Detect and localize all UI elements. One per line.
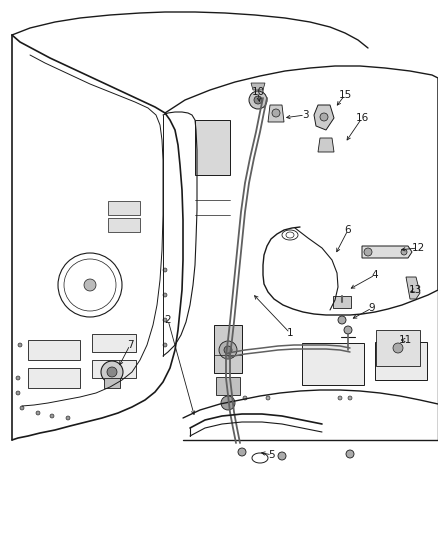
Polygon shape — [317, 138, 333, 152]
Text: 2: 2 — [164, 315, 171, 325]
Bar — [213, 325, 241, 373]
Circle shape — [162, 268, 166, 272]
Circle shape — [36, 411, 40, 415]
Text: 6: 6 — [344, 225, 350, 235]
Circle shape — [58, 253, 122, 317]
Text: 12: 12 — [410, 243, 424, 253]
Text: 16: 16 — [355, 113, 368, 123]
Circle shape — [16, 391, 20, 395]
Text: 13: 13 — [407, 285, 420, 295]
Circle shape — [337, 316, 345, 324]
Circle shape — [18, 343, 22, 347]
Circle shape — [277, 452, 285, 460]
Polygon shape — [267, 105, 283, 122]
Bar — [104, 378, 120, 388]
Circle shape — [392, 343, 402, 353]
Circle shape — [337, 396, 341, 400]
Circle shape — [84, 279, 96, 291]
Circle shape — [345, 450, 353, 458]
Circle shape — [243, 396, 247, 400]
Polygon shape — [361, 246, 411, 258]
Circle shape — [50, 414, 54, 418]
Polygon shape — [251, 83, 265, 90]
Circle shape — [20, 406, 24, 410]
Text: 11: 11 — [397, 335, 411, 345]
Bar — [108, 201, 140, 215]
Circle shape — [343, 326, 351, 334]
Circle shape — [248, 91, 266, 109]
Circle shape — [237, 448, 245, 456]
Circle shape — [66, 416, 70, 420]
Circle shape — [265, 396, 269, 400]
Bar — [28, 340, 80, 360]
Circle shape — [400, 249, 406, 255]
Circle shape — [64, 259, 116, 311]
Bar — [92, 360, 136, 378]
Text: 7: 7 — [127, 340, 133, 350]
Polygon shape — [313, 105, 333, 130]
Circle shape — [272, 109, 279, 117]
Circle shape — [254, 96, 261, 104]
Circle shape — [220, 396, 234, 410]
Bar — [215, 377, 240, 395]
Circle shape — [219, 341, 237, 359]
Bar — [301, 343, 363, 385]
Circle shape — [363, 248, 371, 256]
Circle shape — [319, 113, 327, 121]
Circle shape — [101, 361, 123, 383]
Text: 15: 15 — [338, 90, 351, 100]
Text: 3: 3 — [301, 110, 307, 120]
Bar — [332, 296, 350, 308]
Bar — [375, 330, 419, 366]
Bar — [92, 334, 136, 352]
Circle shape — [107, 367, 117, 377]
Circle shape — [162, 293, 166, 297]
Circle shape — [162, 318, 166, 322]
Circle shape — [223, 346, 231, 354]
Text: 1: 1 — [286, 328, 293, 338]
Bar — [28, 368, 80, 388]
Polygon shape — [405, 277, 419, 299]
Text: 9: 9 — [368, 303, 374, 313]
Circle shape — [16, 376, 20, 380]
Circle shape — [347, 396, 351, 400]
Bar — [194, 120, 230, 175]
Bar — [108, 218, 140, 232]
Text: 10: 10 — [251, 87, 264, 97]
Bar — [374, 342, 426, 380]
Text: 5: 5 — [268, 450, 275, 460]
Text: 4: 4 — [371, 270, 378, 280]
Circle shape — [162, 343, 166, 347]
